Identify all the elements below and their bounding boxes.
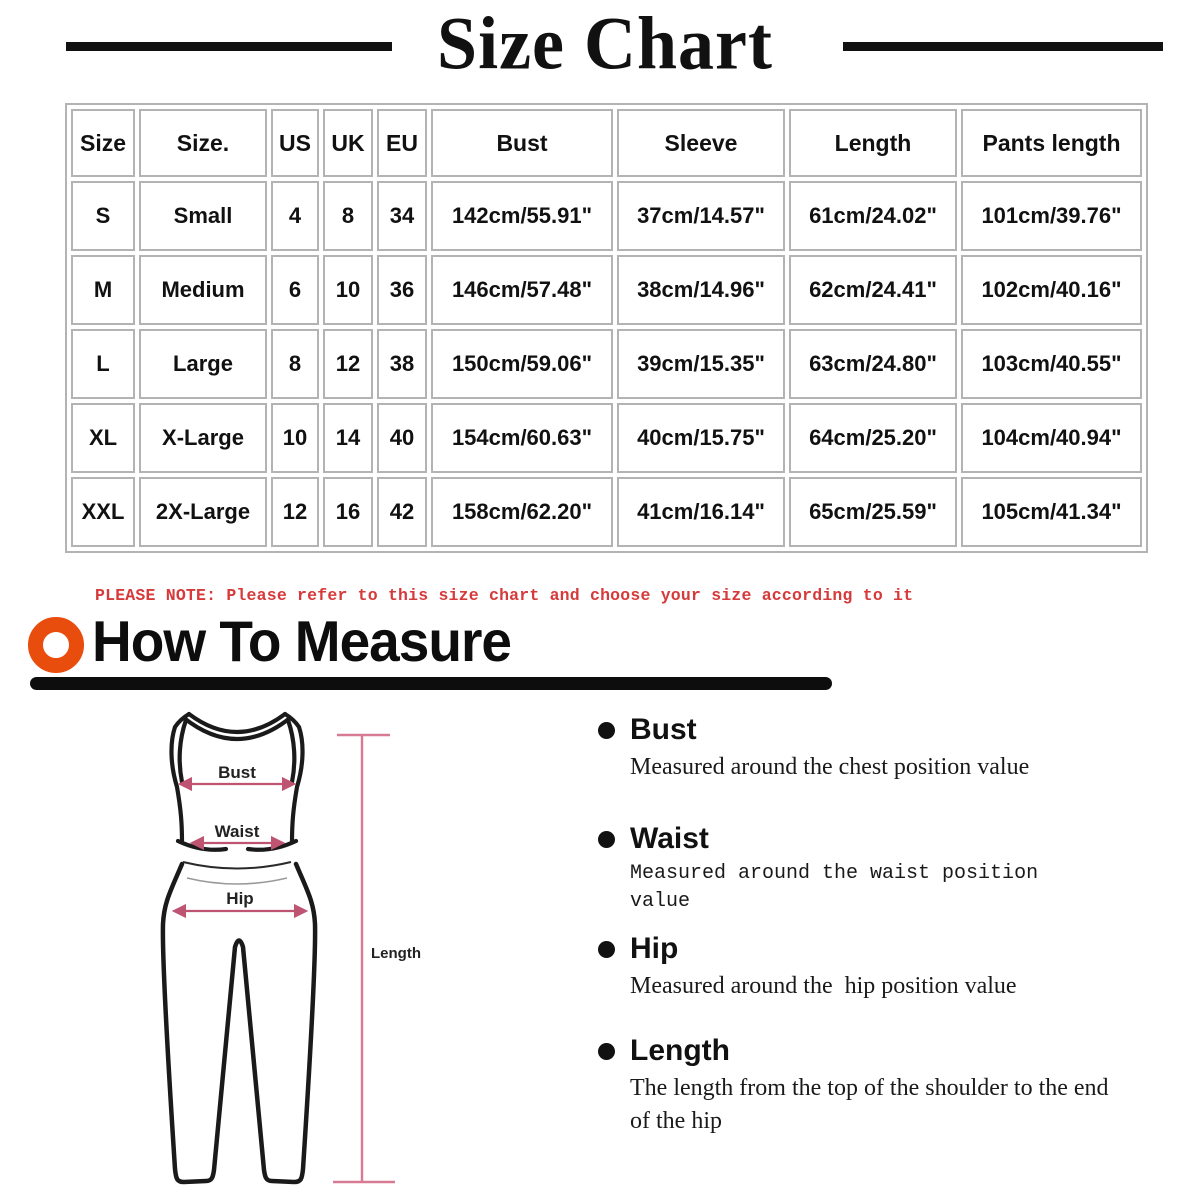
col-header-us: US bbox=[271, 109, 319, 177]
table-cell: 146cm/57.48" bbox=[431, 255, 613, 325]
table-cell: 102cm/40.16" bbox=[961, 255, 1142, 325]
table-cell: 41cm/16.14" bbox=[617, 477, 785, 547]
col-header-size-name: Size. bbox=[139, 109, 267, 177]
table-row-m: M Medium 6 10 36 146cm/57.48" 38cm/14.96… bbox=[71, 255, 1142, 325]
top-outline bbox=[169, 711, 305, 852]
measure-item-desc: The length from the top of the shoulder … bbox=[630, 1075, 1115, 1135]
measure-item-hip: Hip Measured around the hip position val… bbox=[598, 932, 1138, 1003]
title-rule-right bbox=[843, 42, 1163, 51]
table-cell: 8 bbox=[323, 181, 373, 251]
table-cell: 34 bbox=[377, 181, 427, 251]
waistband-curve bbox=[182, 861, 292, 870]
table-cell: Large bbox=[139, 329, 267, 399]
table-row-xxl: XXL 2X-Large 12 16 42 158cm/62.20" 41cm/… bbox=[71, 477, 1142, 547]
table-row-xl: XL X-Large 10 14 40 154cm/60.63" 40cm/15… bbox=[71, 403, 1142, 473]
length-diagram-label: Length bbox=[371, 945, 421, 962]
table-cell: 2X-Large bbox=[139, 477, 267, 547]
table-cell: 42 bbox=[377, 477, 427, 547]
waistband-curve-light bbox=[186, 877, 288, 885]
table-cell: 61cm/24.02" bbox=[789, 181, 957, 251]
bust-diagram-label: Bust bbox=[218, 763, 256, 782]
measure-item-waist: Waist Measured around the waist position… bbox=[598, 822, 1138, 915]
table-cell: 38cm/14.96" bbox=[617, 255, 785, 325]
table-cell: M bbox=[71, 255, 135, 325]
col-header-uk: UK bbox=[323, 109, 373, 177]
table-cell: 10 bbox=[323, 255, 373, 325]
table-cell: 12 bbox=[271, 477, 319, 547]
col-header-sleeve: Sleeve bbox=[617, 109, 785, 177]
table-cell: 154cm/60.63" bbox=[431, 403, 613, 473]
table-cell: S bbox=[71, 181, 135, 251]
table-cell: 63cm/24.80" bbox=[789, 329, 957, 399]
table-cell: 4 bbox=[271, 181, 319, 251]
col-header-bust: Bust bbox=[431, 109, 613, 177]
table-cell: Medium bbox=[139, 255, 267, 325]
measure-item-bust: Bust Measured around the chest position … bbox=[598, 713, 1138, 784]
col-header-eu: EU bbox=[377, 109, 427, 177]
table-cell: 158cm/62.20" bbox=[431, 477, 613, 547]
measure-item-length: Length The length from the top of the sh… bbox=[598, 1034, 1138, 1138]
table-cell: 103cm/40.55" bbox=[961, 329, 1142, 399]
page-title: Size Chart bbox=[437, 1, 773, 86]
table-cell: 6 bbox=[271, 255, 319, 325]
how-to-measure-title: How To Measure bbox=[92, 609, 512, 674]
table-cell: 104cm/40.94" bbox=[961, 403, 1142, 473]
bullet-icon bbox=[598, 941, 615, 958]
col-header-size: Size bbox=[71, 109, 135, 177]
orange-donut-icon bbox=[28, 617, 84, 673]
table-cell: 37cm/14.57" bbox=[617, 181, 785, 251]
table-cell: 40 bbox=[377, 403, 427, 473]
measure-item-desc: Measured around the hip position value bbox=[630, 973, 1017, 999]
table-cell: L bbox=[71, 329, 135, 399]
table-cell: 142cm/55.91" bbox=[431, 181, 613, 251]
table-row-s: S Small 4 8 34 142cm/55.91" 37cm/14.57" … bbox=[71, 181, 1142, 251]
length-measure-line bbox=[333, 733, 395, 1184]
measure-item-desc: Measured around the waist position value bbox=[630, 862, 1051, 913]
pants-outline bbox=[160, 861, 318, 1185]
garment-measure-diagram: Bust Waist Hip Length bbox=[160, 711, 421, 1185]
table-cell: 16 bbox=[323, 477, 373, 547]
col-header-pants-length: Pants length bbox=[961, 109, 1142, 177]
table-cell: 150cm/59.06" bbox=[431, 329, 613, 399]
measure-item-label: Hip bbox=[630, 932, 679, 965]
table-cell: XL bbox=[71, 403, 135, 473]
bullet-icon bbox=[598, 831, 615, 848]
measure-item-label: Bust bbox=[630, 713, 697, 746]
table-cell: 62cm/24.41" bbox=[789, 255, 957, 325]
table-cell: 40cm/15.75" bbox=[617, 403, 785, 473]
table-cell: XXL bbox=[71, 477, 135, 547]
table-cell: Small bbox=[139, 181, 267, 251]
table-cell: 14 bbox=[323, 403, 373, 473]
table-cell: 8 bbox=[271, 329, 319, 399]
table-cell: 65cm/25.59" bbox=[789, 477, 957, 547]
table-cell: 105cm/41.34" bbox=[961, 477, 1142, 547]
table-cell: 101cm/39.76" bbox=[961, 181, 1142, 251]
bullet-icon bbox=[598, 722, 615, 739]
heading-underline-bar bbox=[30, 677, 832, 690]
size-table: Size Size. US UK EU Bust Sleeve Length P… bbox=[65, 103, 1148, 553]
table-row-l: L Large 8 12 38 150cm/59.06" 39cm/15.35"… bbox=[71, 329, 1142, 399]
table-header-row: Size Size. US UK EU Bust Sleeve Length P… bbox=[71, 109, 1142, 177]
measure-item-desc: Measured around the chest position value bbox=[630, 754, 1030, 780]
bullet-icon bbox=[598, 1043, 615, 1060]
col-header-length: Length bbox=[789, 109, 957, 177]
measure-item-label: Waist bbox=[630, 822, 709, 855]
hip-diagram-label: Hip bbox=[226, 889, 253, 908]
waist-diagram-label: Waist bbox=[215, 822, 260, 841]
table-cell: X-Large bbox=[139, 403, 267, 473]
table-cell: 38 bbox=[377, 329, 427, 399]
table-cell: 10 bbox=[271, 403, 319, 473]
table-cell: 36 bbox=[377, 255, 427, 325]
table-cell: 12 bbox=[323, 329, 373, 399]
measure-item-label: Length bbox=[630, 1034, 730, 1067]
title-rule-left bbox=[66, 42, 392, 51]
table-cell: 64cm/25.20" bbox=[789, 403, 957, 473]
table-cell: 39cm/15.35" bbox=[617, 329, 785, 399]
please-note-text: PLEASE NOTE: Please refer to this size c… bbox=[95, 586, 914, 605]
